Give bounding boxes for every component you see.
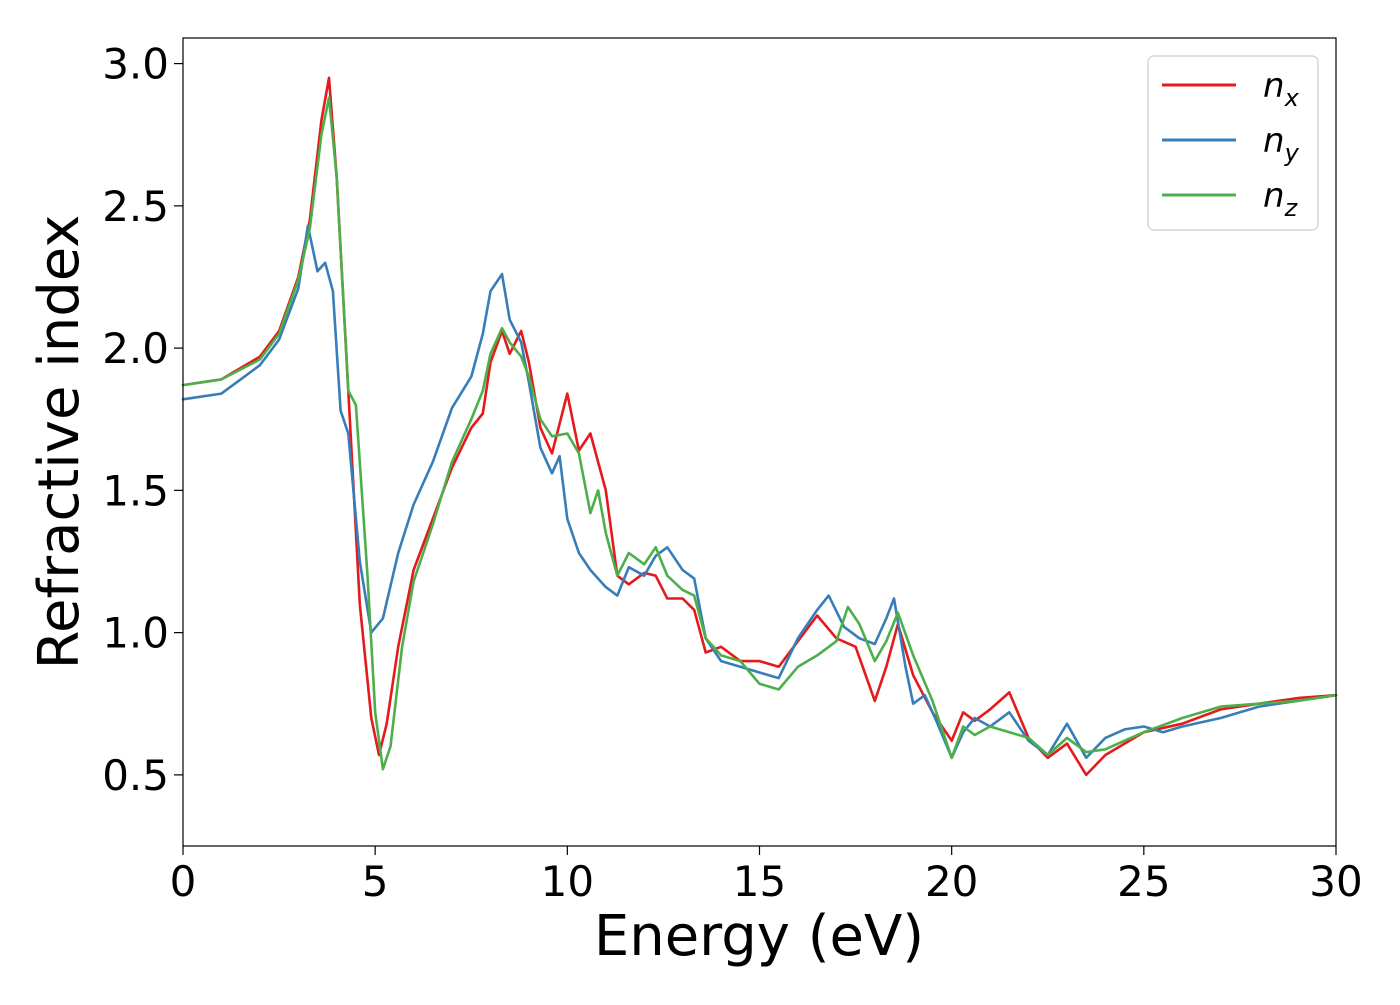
legend-label-x: nx	[1263, 66, 1300, 112]
series-layer	[181, 76, 1338, 777]
y-tick-label: 0.5	[102, 751, 169, 800]
y-tick-label: 2.5	[102, 182, 169, 231]
legend-box	[1147, 55, 1319, 231]
x-tick-label: 30	[1309, 857, 1362, 906]
x-tick-label: 0	[170, 857, 197, 906]
x-axis-title: Energy (eV)	[594, 904, 924, 969]
ticks-layer: 0 5 10 15 20 25 30 0.5 1.0 1.5 2.0 2.5 3.0	[102, 40, 1363, 906]
legend-entries: nx ny nz	[1162, 66, 1300, 222]
y-tick-label: 2.0	[102, 324, 169, 373]
y-tick-label: 1.5	[102, 466, 169, 515]
x-tick-label: 15	[733, 857, 786, 906]
x-tick-label: 25	[1117, 857, 1170, 906]
legend-label-y: ny	[1263, 121, 1300, 167]
series-line-x	[181, 76, 1338, 777]
x-tick-label: 5	[362, 857, 389, 906]
x-tick-label: 20	[925, 857, 978, 906]
legend: nx ny nz	[1147, 55, 1319, 231]
series-line-z	[181, 96, 1338, 771]
series-line-y	[181, 224, 1338, 760]
legend-label-z: nz	[1263, 176, 1299, 222]
y-tick-label: 3.0	[102, 40, 169, 89]
y-axis-title: Refractive index	[27, 215, 92, 670]
y-tick-label: 1.0	[102, 609, 169, 658]
x-tick-label: 10	[541, 857, 594, 906]
